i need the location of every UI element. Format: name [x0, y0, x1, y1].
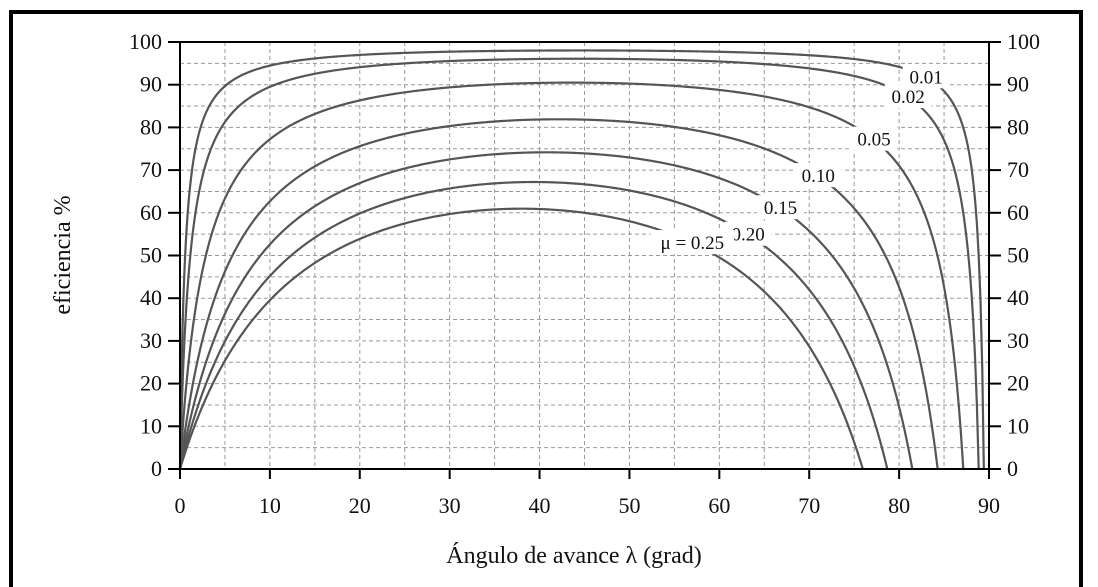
curve-label-background [850, 126, 898, 151]
curve-label: 0.20 [731, 225, 764, 246]
y-tick-label-right: 0 [1007, 456, 1018, 481]
y-tick-label-left: 80 [140, 114, 162, 139]
curve-label: 0.05 [857, 130, 890, 151]
y-tick-label-left: 10 [140, 413, 162, 438]
y-tick-label-left: 40 [140, 285, 162, 310]
efficiency-curve [178, 207, 864, 470]
y-tick-label-right: 10 [1007, 413, 1029, 438]
y-tick-label-right: 90 [1007, 72, 1029, 97]
y-axis-title: eficiencia % [50, 195, 76, 314]
curve-label: μ = 0.25 [661, 233, 725, 254]
y-tick-label-left: 30 [140, 328, 162, 353]
efficiency-curve [178, 57, 980, 470]
y-tick-label-left: 70 [140, 157, 162, 182]
y-tick-label-right: 30 [1007, 328, 1029, 353]
y-tick-label-left: 50 [140, 243, 162, 268]
y-tick-label-right: 40 [1007, 285, 1029, 310]
x-tick-label: 80 [888, 493, 910, 518]
x-tick-label: 20 [349, 493, 371, 518]
y-tick-label-right: 50 [1007, 243, 1029, 268]
y-tick-label-left: 90 [140, 72, 162, 97]
efficiency-curve [178, 118, 939, 470]
curve-label-background [757, 195, 804, 220]
efficiency-curve [178, 81, 965, 470]
x-tick-label: 40 [529, 493, 551, 518]
x-tick-label: 10 [259, 493, 281, 518]
y-tick-label-right: 100 [1007, 29, 1040, 54]
y-tick-label-right: 80 [1007, 114, 1029, 139]
y-tick-label-right: 20 [1007, 371, 1029, 396]
x-axis-title: Ángulo de avance λ (grad) [446, 543, 702, 569]
y-tick-label-left: 60 [140, 200, 162, 225]
curves [178, 49, 985, 470]
axes [168, 41, 1001, 479]
curve-label: 0.15 [764, 198, 797, 219]
x-tick-label: 0 [175, 493, 186, 518]
y-tick-label-left: 0 [151, 456, 162, 481]
x-tick-label: 30 [439, 493, 461, 518]
figure-frame [9, 10, 1083, 587]
y-tick-label-right: 70 [1007, 157, 1029, 182]
efficiency-curve [178, 49, 985, 470]
curve-label: 0.01 [909, 67, 942, 88]
y-tick-label-right: 60 [1007, 200, 1029, 225]
x-tick-label: 60 [708, 493, 730, 518]
x-tick-label: 90 [978, 493, 1000, 518]
x-tick-label: 50 [618, 493, 640, 518]
curve-label: 0.02 [891, 87, 924, 108]
curve-label-background [650, 230, 735, 255]
y-tick-label-left: 20 [140, 371, 162, 396]
curve-labels: 0.010.02 0.05 0.100.150.20 μ = 0.25 [650, 64, 950, 255]
grid [180, 42, 989, 469]
curve-label: 0.10 [802, 166, 835, 187]
curve-label-background [794, 163, 842, 188]
x-tick-label: 70 [798, 493, 820, 518]
y-tick-label-left: 100 [129, 29, 162, 54]
curve-label-background [884, 84, 932, 109]
